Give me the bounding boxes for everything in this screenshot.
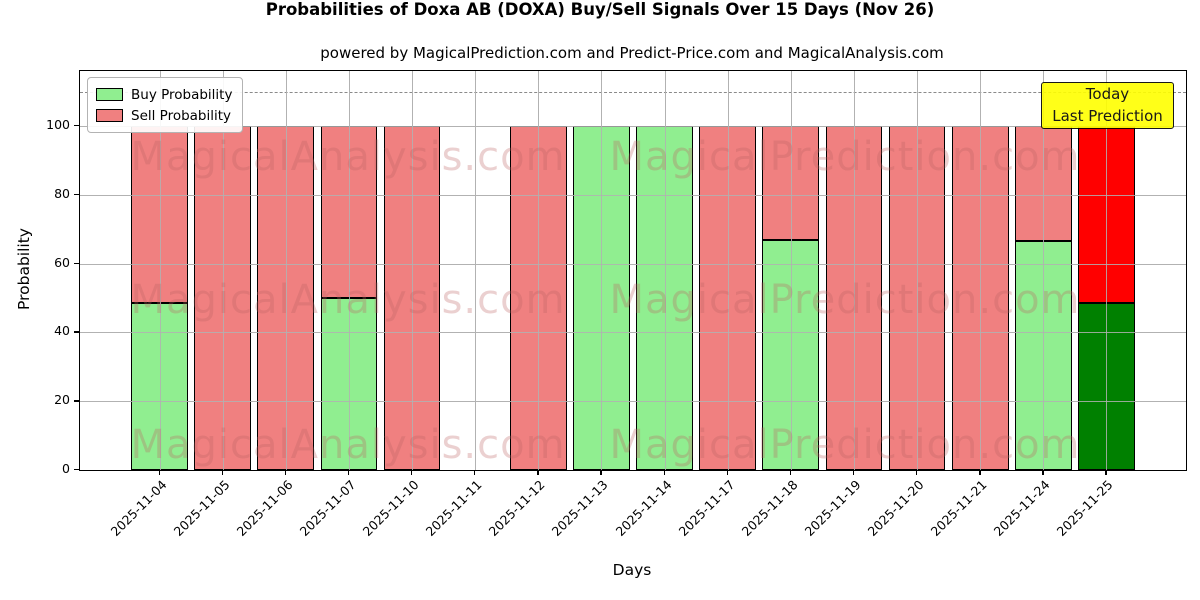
gridline-top-x-2025-11-19	[853, 71, 855, 470]
plot-area: MagicalAnalysis.com MagicalAnalysis.com Ma…	[79, 70, 1187, 471]
today-annotation-line2: Last Prediction	[1052, 107, 1163, 125]
gridline-top-x-2025-11-14	[664, 71, 666, 470]
y-tick-label-60: 60	[54, 254, 70, 270]
gridline-top-x-2025-11-21	[980, 71, 982, 470]
legend-label-buy: Buy Probability	[131, 86, 233, 103]
gridline-top-x-2025-11-25	[1106, 71, 1108, 470]
x-tick-mark-2025-11-18	[789, 470, 792, 475]
x-tick-mark-2025-11-13	[600, 470, 602, 475]
today-annotation-line1: Today	[1085, 85, 1130, 103]
legend-item-sell: Sell Probability	[96, 105, 232, 126]
x-axis-label: Days	[612, 561, 652, 579]
legend-label-sell: Sell Probability	[131, 107, 232, 124]
gridline-top-x-2025-11-06	[285, 71, 287, 470]
x-tick-mark-2025-11-21	[979, 470, 981, 475]
x-tick-mark-2025-11-04	[158, 470, 160, 475]
y-tick-mark-40	[74, 331, 79, 333]
legend-item-buy: Buy Probability	[96, 84, 232, 105]
gridline-top-x-2025-11-20	[917, 71, 919, 470]
y-tick-label-100: 100	[46, 117, 70, 133]
x-tick-mark-2025-11-14	[663, 470, 665, 475]
gridline-top-x-2025-11-11	[475, 71, 477, 470]
x-tick-mark-2025-11-19	[852, 470, 855, 475]
gridline-top-x-2025-11-10	[412, 71, 414, 470]
legend: Buy Probability Sell Probability	[87, 77, 244, 133]
gridline-top-x-2025-11-24	[1043, 71, 1045, 470]
y-tick-mark-80	[74, 193, 79, 196]
x-tick-mark-2025-11-17	[726, 470, 728, 475]
gridline-top-x-2025-11-05	[222, 71, 224, 470]
gridline-top-y-40	[80, 332, 1186, 334]
gridline-top-x-2025-11-07	[348, 71, 350, 470]
gridline-top-y-60	[80, 263, 1186, 265]
gridline-top-x-2025-11-18	[790, 71, 792, 470]
x-tick-mark-2025-11-25	[1105, 470, 1107, 475]
x-tick-mark-2025-11-12	[537, 470, 539, 475]
gridline-top-x-2025-11-12	[538, 71, 540, 470]
gridline-top-x-2025-11-17	[727, 71, 729, 470]
gridline-top-x-2025-11-13	[601, 71, 603, 470]
gridline-top-y-100	[80, 126, 1186, 128]
y-tick-mark-0	[74, 469, 79, 471]
y-tick-mark-20	[74, 400, 79, 402]
y-tick-label-80: 80	[54, 185, 70, 201]
y-tick-mark-60	[74, 262, 79, 264]
bar-sell-2025-11-21	[951, 126, 1009, 470]
chart-subtitle: powered by MagicalPrediction.com and Pre…	[320, 44, 944, 62]
buy-color-swatch	[96, 88, 123, 101]
gridline-top-y-20	[80, 401, 1186, 403]
x-tick-mark-2025-11-24	[1042, 470, 1044, 475]
x-tick-mark-2025-11-05	[221, 470, 223, 475]
dashed-reference-line	[80, 91, 1186, 93]
gridline-top-y-80	[80, 194, 1186, 196]
y-tick-label-40: 40	[54, 323, 70, 339]
gridline-top-x-2025-11-04	[159, 71, 161, 470]
today-annotation: Today Last Prediction	[1041, 82, 1174, 129]
y-tick-mark-100	[74, 125, 79, 127]
x-tick-mark-2025-11-11	[474, 470, 476, 475]
y-tick-label-20: 20	[54, 392, 70, 408]
x-tick-mark-2025-11-07	[347, 470, 350, 475]
x-tick-mark-2025-11-06	[284, 470, 287, 475]
sell-color-swatch	[96, 109, 123, 122]
x-tick-mark-2025-11-20	[916, 470, 918, 475]
x-tick-mark-2025-11-10	[411, 470, 413, 475]
chart-title: Probabilities of Doxa AB (DOXA) Buy/Sell…	[265, 0, 935, 19]
y-tick-label-0: 0	[62, 461, 70, 476]
